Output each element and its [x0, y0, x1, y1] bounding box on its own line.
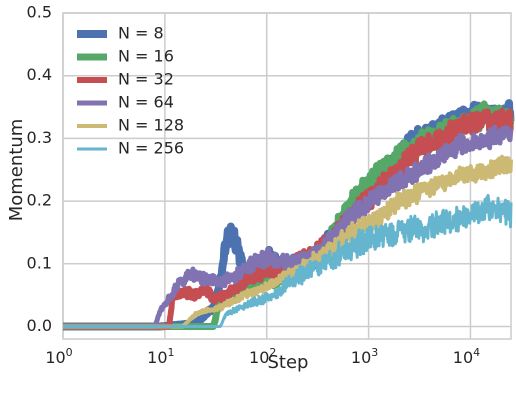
plot-frame: [62, 12, 512, 340]
tick-labels: 0.0 0.1 0.2 0.3 0.4 0.5 100 101 102 103 104: [27, 3, 481, 368]
x-axis-label: Step: [268, 352, 309, 373]
y-tick-label: 0.1: [27, 253, 52, 272]
legend-label: N = 8: [118, 24, 164, 43]
x-tick-label: 103: [351, 346, 378, 367]
x-tick-label: 102: [249, 346, 276, 367]
legend-label: N = 16: [118, 47, 174, 66]
series-layer: [59, 99, 515, 331]
y-tick-label: 0.2: [27, 191, 52, 210]
x-tick-label: 104: [453, 346, 480, 367]
y-axis-label: Momentum: [6, 119, 27, 222]
y-tick-label: 0.4: [27, 65, 52, 84]
y-tick-label: 0.3: [27, 128, 52, 147]
y-tick-label: 0.5: [27, 3, 52, 22]
x-tick-label: 100: [45, 346, 72, 367]
legend-label: N = 128: [118, 116, 184, 135]
legend-label: N = 64: [118, 93, 174, 112]
legend-label: N = 32: [118, 70, 174, 89]
legend-label: N = 256: [118, 139, 184, 158]
legend: N = 8 N = 16 N = 32 N = 64 N = 128 N = 256: [77, 24, 184, 158]
grid-lines: [62, 12, 512, 340]
x-tick-label: 101: [147, 346, 174, 367]
y-tick-label: 0.0: [27, 316, 52, 335]
series-line-n256: [62, 193, 513, 328]
